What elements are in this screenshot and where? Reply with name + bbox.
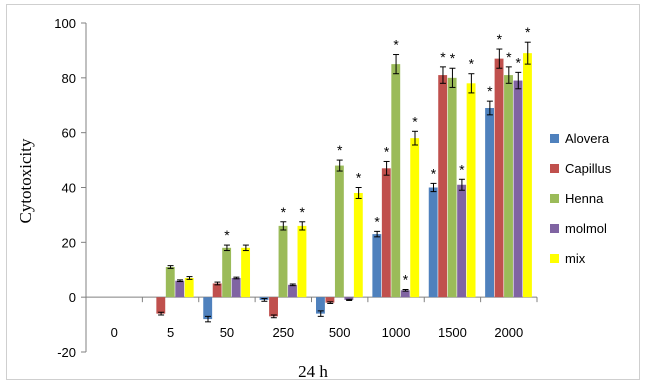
bar-alovera bbox=[485, 107, 495, 298]
y-axis-label: Cytotoxicity bbox=[16, 138, 35, 224]
x-axis-label: 24 h bbox=[298, 362, 328, 379]
bar-henna bbox=[391, 64, 401, 298]
bar-molmol bbox=[400, 290, 410, 298]
significance-mark: * bbox=[450, 50, 456, 66]
y-tick-label: -20 bbox=[57, 345, 76, 360]
bar-molmol bbox=[344, 297, 354, 300]
labels: 0 5 50 250 500 1000 1500 2000*********** *******… bbox=[111, 24, 531, 340]
significance-mark: * bbox=[440, 49, 446, 65]
bar-molmol bbox=[457, 184, 467, 298]
significance-mark: * bbox=[459, 161, 465, 177]
bar-henna bbox=[504, 75, 513, 298]
significance-mark: * bbox=[506, 49, 512, 65]
bar-molmol bbox=[231, 277, 241, 298]
bar-mix bbox=[241, 247, 251, 298]
bar-capillus bbox=[212, 283, 222, 298]
significance-mark: * bbox=[412, 113, 418, 129]
legend-swatch-molmol bbox=[550, 224, 559, 233]
legend-label-capillus: Capillus bbox=[565, 161, 612, 176]
bar-capillus bbox=[156, 297, 166, 314]
bar-henna bbox=[334, 165, 344, 298]
bar-mix bbox=[184, 277, 194, 298]
legend-label-molmol: molmol bbox=[565, 221, 607, 236]
legend-swatch-henna bbox=[550, 194, 559, 203]
significance-mark: * bbox=[281, 204, 287, 220]
bar-mix bbox=[353, 192, 363, 298]
significance-mark: * bbox=[356, 170, 362, 186]
bar-mix bbox=[297, 225, 307, 298]
y-tick-label: 80 bbox=[62, 71, 76, 86]
bar-mix bbox=[466, 83, 476, 298]
y-tick-label: 60 bbox=[62, 126, 76, 141]
legend: Alovera Capillus Henna molmol mix bbox=[550, 131, 612, 266]
bar-molmol bbox=[513, 80, 523, 298]
bar-mix bbox=[523, 53, 532, 298]
y-tick-label: 100 bbox=[54, 16, 76, 31]
bars bbox=[156, 41, 532, 323]
legend-swatch-capillus bbox=[550, 164, 559, 173]
bar-molmol bbox=[288, 284, 297, 298]
bar-alovera bbox=[316, 297, 325, 314]
bar-capillus bbox=[381, 168, 391, 298]
x-tick-label: 1500 bbox=[438, 325, 467, 340]
significance-mark: * bbox=[337, 142, 343, 158]
bar-capillus bbox=[438, 75, 448, 298]
significance-mark: * bbox=[525, 24, 531, 40]
significance-mark: * bbox=[403, 271, 409, 287]
significance-mark: * bbox=[469, 56, 475, 72]
significance-mark: * bbox=[431, 165, 437, 181]
x-tick-label: 1000 bbox=[382, 325, 411, 340]
y-tick-label: 0 bbox=[69, 290, 76, 305]
y-tick-label: 20 bbox=[62, 235, 76, 250]
bar-capillus bbox=[494, 58, 504, 298]
bar-henna bbox=[165, 267, 175, 298]
legend-label-henna: Henna bbox=[565, 191, 604, 206]
x-tick-label: 50 bbox=[220, 325, 234, 340]
significance-mark: * bbox=[487, 83, 493, 99]
bar-alovera bbox=[372, 234, 382, 298]
bar-capillus bbox=[325, 297, 335, 303]
significance-mark: * bbox=[497, 31, 503, 47]
legend-label-mix: mix bbox=[565, 251, 586, 266]
bar-mix bbox=[410, 138, 420, 298]
x-tick-label: 5 bbox=[167, 325, 174, 340]
significance-mark: * bbox=[384, 143, 390, 159]
bar-henna bbox=[447, 77, 457, 298]
bar-alovera bbox=[203, 297, 213, 320]
legend-swatch-alovera bbox=[550, 134, 559, 143]
significance-mark: * bbox=[516, 54, 522, 70]
bar-molmol bbox=[175, 280, 185, 298]
significance-mark: * bbox=[374, 213, 380, 229]
bar-henna bbox=[278, 225, 288, 298]
axes: -20 0 20 40 60 80 100 bbox=[54, 16, 538, 360]
significance-mark: * bbox=[393, 37, 399, 53]
x-tick-label: 2000 bbox=[494, 325, 523, 340]
chart-frame: -20 0 20 40 60 80 100 0 5 50 250 500 1000 1500 2000 * *… bbox=[6, 4, 640, 381]
legend-swatch-mix bbox=[550, 254, 559, 263]
x-tick-label: 0 bbox=[111, 325, 118, 340]
x-tick-label: 250 bbox=[272, 325, 294, 340]
bar-henna bbox=[222, 247, 232, 298]
bar-capillus bbox=[269, 297, 278, 317]
legend-label-alovera: Alovera bbox=[565, 131, 610, 146]
y-tick-label: 40 bbox=[62, 181, 76, 196]
x-tick-label: 500 bbox=[329, 325, 351, 340]
significance-mark: * bbox=[300, 204, 306, 220]
bar-alovera bbox=[428, 187, 438, 298]
significance-mark: * bbox=[224, 227, 230, 243]
